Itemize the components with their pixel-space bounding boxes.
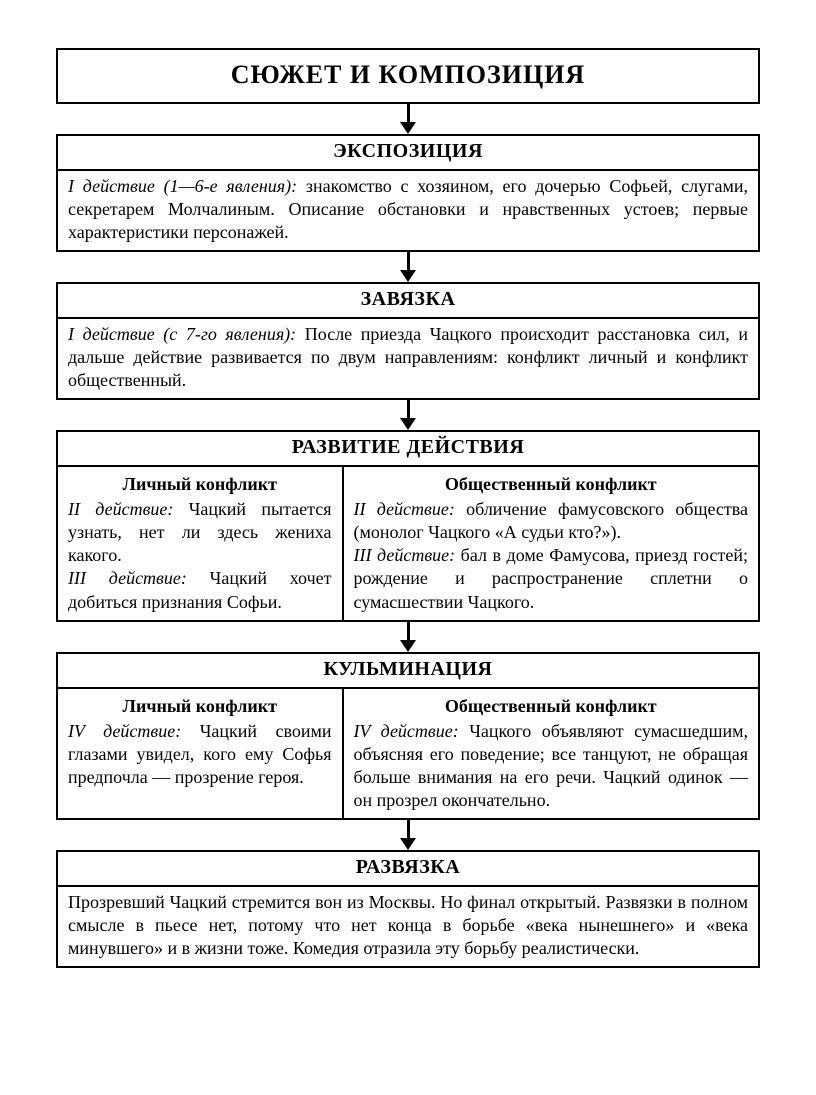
- arrow-5: [56, 820, 760, 850]
- dev-left-heading: Личный конфликт: [68, 473, 332, 496]
- clim-right-heading: Общественный конфликт: [354, 695, 749, 718]
- development-columns: Личный конфликт II действие: Чацкий пыта…: [56, 467, 760, 621]
- section-climax: КУЛЬМИНАЦИЯ Личный конфликт IV действие:…: [56, 652, 760, 820]
- arrow-3: [56, 400, 760, 430]
- section-tie: ЗАВЯЗКА I действие (с 7-го явления): Пос…: [56, 282, 760, 400]
- clim-right-p1-lead: IV действие:: [354, 721, 459, 741]
- exposition-body: I действие (1—6-е явления): знакомство с…: [56, 171, 760, 252]
- climax-left: Личный конфликт IV действие: Чацкий сво­…: [58, 689, 342, 818]
- dev-left-p2-lead: III действие:: [68, 568, 187, 588]
- section-exposition: ЭКСПОЗИЦИЯ I действие (1—6-е явления): з…: [56, 134, 760, 252]
- resolution-title: РАЗВЯЗКА: [56, 850, 760, 887]
- exposition-title: ЭКСПОЗИЦИЯ: [56, 134, 760, 171]
- tie-body: I действие (с 7-го явления): После приез…: [56, 319, 760, 400]
- resolution-text: Прозревший Чацкий стремится вон из Москв…: [68, 892, 748, 958]
- dev-right-p2-lead: III действие:: [354, 545, 456, 565]
- page: СЮЖЕТ И КОМПОЗИЦИЯ ЭКСПОЗИЦИЯ I действие…: [0, 0, 816, 1095]
- section-development: РАЗВИТИЕ ДЕЙСТВИЯ Личный конфликт II дей…: [56, 430, 760, 621]
- climax-columns: Личный конфликт IV действие: Чацкий сво­…: [56, 689, 760, 820]
- main-title-text: СЮЖЕТ И КОМПОЗИЦИЯ: [231, 60, 585, 89]
- arrow-2: [56, 252, 760, 282]
- development-title: РАЗВИТИЕ ДЕЙСТВИЯ: [56, 430, 760, 467]
- arrow-1: [56, 104, 760, 134]
- clim-left-heading: Личный конфликт: [68, 695, 332, 718]
- tie-lead: I действие (с 7-го явления):: [68, 324, 296, 344]
- clim-left-p1-lead: IV действие:: [68, 721, 181, 741]
- exposition-lead: I действие (1—6-е явления):: [68, 176, 297, 196]
- main-title-box: СЮЖЕТ И КОМПОЗИЦИЯ: [56, 48, 760, 104]
- dev-right-heading: Общественный конфликт: [354, 473, 749, 496]
- climax-title: КУЛЬМИНАЦИЯ: [56, 652, 760, 689]
- climax-right: Общественный конфликт IV действие: Чацко…: [342, 689, 759, 818]
- arrow-4: [56, 622, 760, 652]
- development-right: Общественный конфликт II действие: облич…: [342, 467, 759, 619]
- tie-title: ЗАВЯЗКА: [56, 282, 760, 319]
- section-resolution: РАЗВЯЗКА Прозревший Чацкий стремится вон…: [56, 850, 760, 968]
- development-left: Личный конфликт II действие: Чацкий пыта…: [58, 467, 342, 619]
- dev-left-p1-lead: II действие:: [68, 499, 173, 519]
- resolution-body: Прозревший Чацкий стремится вон из Москв…: [56, 887, 760, 968]
- dev-right-p1-lead: II действие:: [354, 499, 455, 519]
